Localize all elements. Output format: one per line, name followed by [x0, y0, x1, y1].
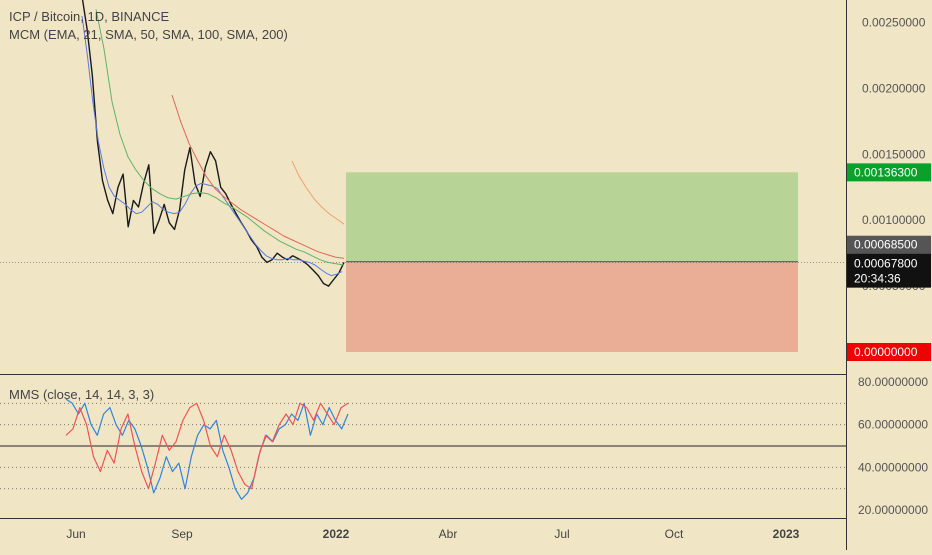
price-tick-label: 0.00150000: [862, 147, 926, 161]
grid-lines: [0, 261, 846, 490]
ma-indicator-legend[interactable]: MCM (EMA, 21, SMA, 50, SMA, 100, SMA, 20…: [9, 27, 288, 42]
osc-tick-label: 80.00000000: [858, 375, 928, 389]
stop-price-badge-bg: [847, 343, 931, 361]
price-badges: 0.001363000.000685000.0006780020:34:360.…: [847, 163, 931, 361]
current-price-label: 0.00067800: [854, 257, 918, 271]
oscillator-series: [65, 398, 349, 500]
osc-tick-label: 20.00000000: [858, 503, 928, 517]
target-price-badge-label: 0.00136300: [854, 165, 918, 179]
series-sma200: [291, 160, 345, 225]
stop-price-badge-label: 0.00000000: [854, 345, 918, 359]
time-tick-label: 2023: [773, 527, 800, 541]
loss-zone: [346, 261, 798, 352]
osc-line_a: [65, 398, 349, 500]
time-tick-label: 2022: [323, 527, 350, 541]
time-tick-label: Sep: [171, 527, 193, 541]
price-tick-label: 0.00250000: [862, 16, 926, 30]
profit-zone: [346, 172, 798, 262]
time-tick-label: Abr: [439, 527, 458, 541]
position-zones: [346, 172, 798, 352]
time-tick-label: Oct: [665, 527, 684, 541]
price-series: [81, 0, 345, 287]
time-tick-label: Jul: [554, 527, 569, 541]
osc-line_b: [65, 402, 349, 490]
chart-title: ICP / Bitcoin, 1D, BINANCE: [9, 9, 170, 24]
price-tick-label: 0.00200000: [862, 81, 926, 95]
series-ema21: [81, 15, 343, 277]
price-tick-label: 0.00100000: [862, 213, 926, 227]
osc-tick-label: 60.00000000: [858, 418, 928, 432]
stop-price-badge: 0.00000000: [847, 343, 931, 361]
countdown-label: 20:34:36: [854, 272, 901, 286]
series-sma50: [95, 9, 345, 266]
entry-price-badge: 0.00068500: [847, 235, 931, 254]
target-price-badge-bg: [847, 163, 931, 182]
oscillator-legend[interactable]: MMS (close, 14, 14, 3, 3): [9, 387, 155, 402]
entry-price-badge-label: 0.00068500: [854, 238, 918, 252]
osc-tick-label: 40.00000000: [858, 460, 928, 474]
series-sma100: [171, 94, 345, 259]
current-price-badge-bg: [847, 253, 931, 288]
target-price-badge: 0.00136300: [847, 163, 931, 182]
time-tick-label: Jun: [66, 527, 85, 541]
entry-price-badge-bg: [847, 235, 931, 254]
